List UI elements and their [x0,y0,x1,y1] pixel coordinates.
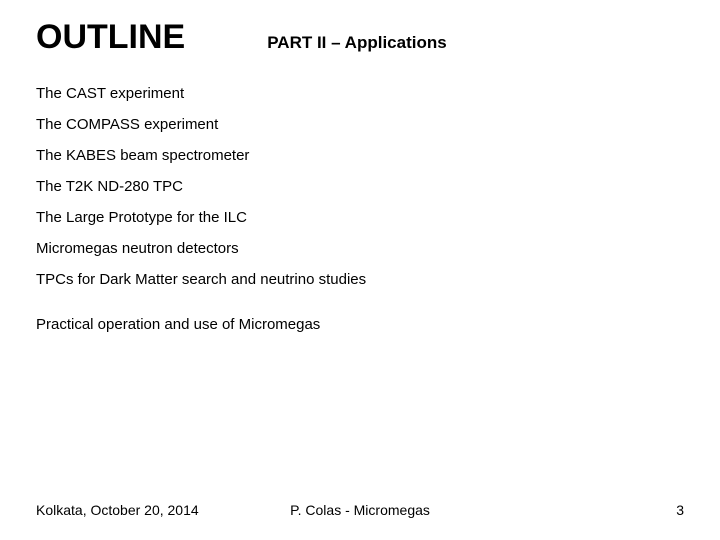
slide-title: OUTLINE [36,18,185,57]
outline-item: The COMPASS experiment [36,116,684,133]
slide: OUTLINE PART II – Applications The CAST … [0,0,720,540]
outline-item: The KABES beam spectrometer [36,147,684,164]
footer-page-number: 3 [676,502,684,518]
slide-subtitle: PART II – Applications [267,33,446,53]
footer-author: P. Colas - Micromegas [290,502,430,518]
outline-item: Practical operation and use of Micromega… [36,316,684,333]
footer: Kolkata, October 20, 2014 P. Colas - Mic… [36,502,684,518]
outline-item: The Large Prototype for the ILC [36,209,684,226]
outline-item: Micromegas neutron detectors [36,240,684,257]
header: OUTLINE PART II – Applications [36,18,684,57]
footer-date: Kolkata, October 20, 2014 [36,502,199,518]
outline-item: The T2K ND-280 TPC [36,178,684,195]
outline-item: TPCs for Dark Matter search and neutrino… [36,271,684,288]
outline-item: The CAST experiment [36,85,684,102]
outline-list: The CAST experiment The COMPASS experimen… [36,85,684,333]
